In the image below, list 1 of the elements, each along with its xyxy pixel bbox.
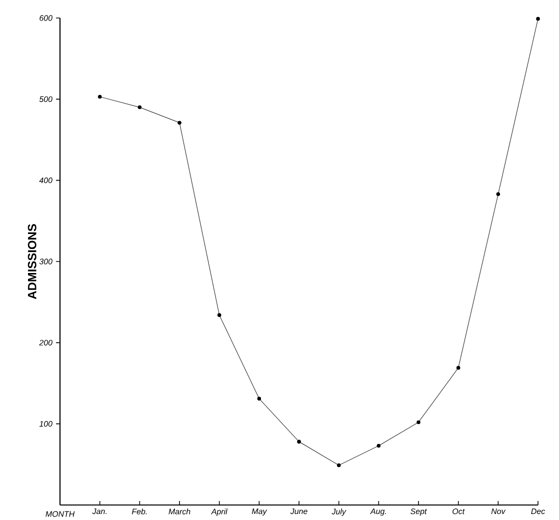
y-axis-title: ADMISSIONS: [28, 224, 36, 300]
